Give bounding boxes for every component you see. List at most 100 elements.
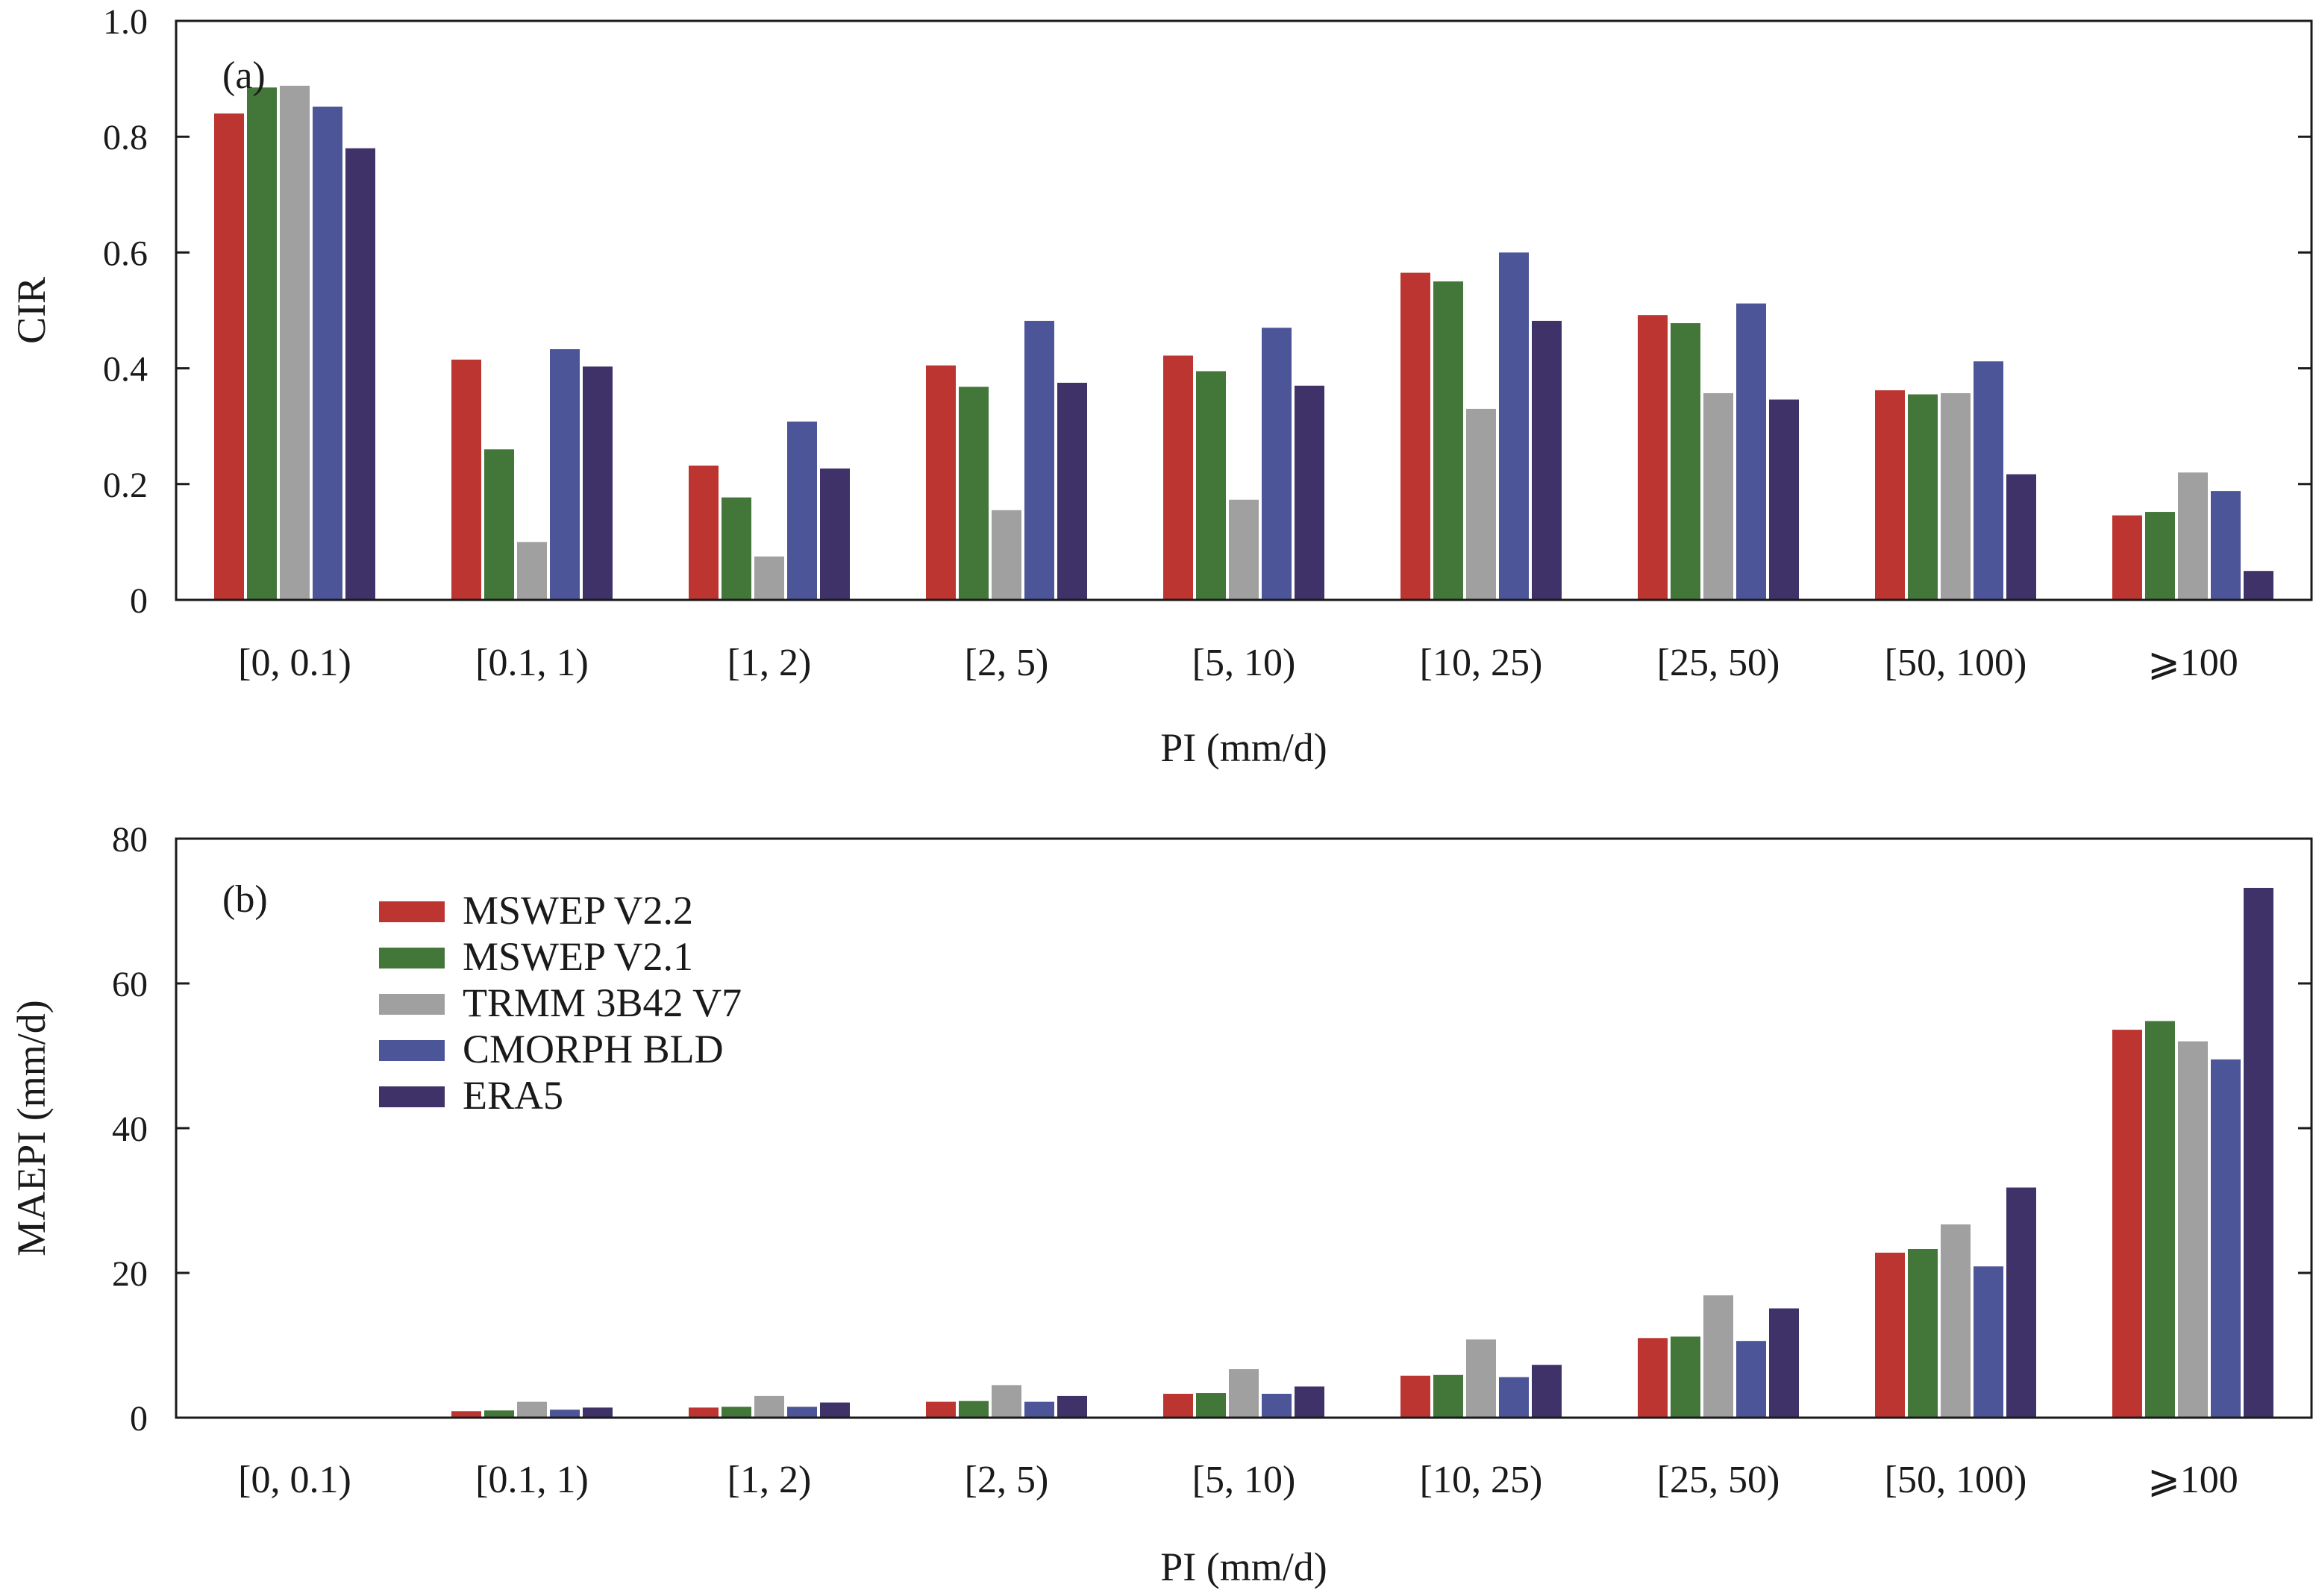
bar-cmorph-bld-9 — [2211, 1059, 2241, 1418]
y-tick-label: 20 — [112, 1254, 148, 1294]
panel-a-cir-chart: 0 0.2 0.4 0.6 0.8 1.0 [0, 0.1) [0.1, 1) [1, 2) [2… — [9, 2, 2313, 770]
bar-trmm-3b42-v7-9 — [2178, 1041, 2208, 1418]
bar-mswep-v2-2-5 — [1163, 1393, 1193, 1418]
bar-era5-4 — [1057, 383, 1087, 600]
legend-swatch-mswep-v2-1 — [379, 948, 445, 968]
bar-era5-7 — [1769, 1308, 1799, 1418]
bar-mswep-v2-1-8 — [1908, 1248, 1938, 1418]
bar-cmorph-bld-9 — [2211, 491, 2241, 600]
bar-trmm-3b42-v7-2 — [517, 542, 547, 600]
bar-era5-1 — [345, 148, 375, 601]
bar-trmm-3b42-v7-6 — [1466, 1339, 1496, 1418]
bar-era5-2 — [583, 1407, 613, 1418]
bar-mswep-v2-2-3 — [689, 465, 719, 600]
x-axis-label: PI (mm/d) — [1160, 1545, 1327, 1589]
bar-mswep-v2-1-1 — [247, 87, 277, 601]
bar-trmm-3b42-v7-5 — [1229, 499, 1259, 600]
x-tick-label: [50, 100) — [1885, 642, 2027, 684]
bar-mswep-v2-2-7 — [1638, 315, 1668, 600]
bar-era5-8 — [2006, 474, 2036, 600]
bar-mswep-v2-2-4 — [926, 365, 956, 600]
bar-mswep-v2-1-5 — [1196, 371, 1226, 600]
y-tick-label: 0.4 — [103, 350, 148, 389]
bar-cmorph-bld-4 — [1024, 1401, 1054, 1418]
y-tick-label: 1.0 — [103, 2, 148, 42]
bar-trmm-3b42-v7-6 — [1466, 408, 1496, 600]
y-tick-label: 0.6 — [103, 234, 148, 273]
bar-era5-5 — [1295, 1386, 1324, 1418]
x-tick-label: [50, 100) — [1885, 1459, 2027, 1501]
y-axis-label: CIR — [9, 277, 54, 344]
bar-mswep-v2-1-6 — [1433, 1374, 1463, 1418]
y-tick-label: 80 — [112, 820, 148, 860]
x-tick-label: [10, 25) — [1420, 1459, 1543, 1501]
x-tick-label: ⩾100 — [2147, 642, 2238, 684]
bar-era5-4 — [1057, 1395, 1087, 1418]
bar-mswep-v2-1-7 — [1671, 323, 1700, 600]
legend-label: CMORPH BLD — [463, 1027, 724, 1071]
bar-cmorph-bld-2 — [550, 348, 580, 600]
legend-label: ERA5 — [463, 1073, 563, 1118]
y-tick-label: 0.2 — [103, 466, 148, 505]
bar-trmm-3b42-v7-5 — [1229, 1369, 1259, 1418]
bar-mswep-v2-1-9 — [2145, 1021, 2175, 1418]
bar-cmorph-bld-4 — [1024, 320, 1054, 600]
x-tick-label: [5, 10) — [1192, 642, 1296, 684]
x-tick-label: [2, 5) — [965, 1459, 1049, 1501]
bar-mswep-v2-1-3 — [722, 1406, 751, 1418]
bar-mswep-v2-2-6 — [1400, 272, 1430, 600]
bar-mswep-v2-2-9 — [2112, 515, 2142, 600]
bar-era5-9 — [2244, 887, 2273, 1418]
bar-era5-2 — [583, 366, 613, 600]
y-axis-label: MAEPI (mm/d) — [9, 1000, 54, 1257]
x-tick-label: [0.1, 1) — [475, 642, 589, 684]
bar-trmm-3b42-v7-4 — [992, 1385, 1021, 1418]
bar-cmorph-bld-3 — [787, 421, 817, 600]
bar-era5-9 — [2244, 571, 2273, 600]
bar-trmm-3b42-v7-3 — [754, 1395, 784, 1418]
x-tick-label: [0, 0.1) — [238, 1459, 351, 1501]
x-tick-label: [1, 2) — [727, 1459, 812, 1501]
legend-swatch-cmorph-bld — [379, 1040, 445, 1061]
legend-swatch-trmm-3b42-v7 — [379, 994, 445, 1015]
bar-trmm-3b42-v7-3 — [754, 556, 784, 600]
bar-mswep-v2-2-5 — [1163, 355, 1193, 600]
bar-cmorph-bld-7 — [1736, 303, 1766, 600]
legend-label: MSWEP V2.1 — [463, 934, 693, 979]
bar-era5-8 — [2006, 1187, 2036, 1418]
y-tick-label: 60 — [112, 965, 148, 1004]
bar-era5-3 — [820, 468, 850, 600]
bar-mswep-v2-2-9 — [2112, 1030, 2142, 1418]
bar-cmorph-bld-5 — [1262, 328, 1292, 600]
bar-cmorph-bld-6 — [1499, 1377, 1529, 1418]
bar-mswep-v2-1-4 — [959, 1401, 989, 1418]
bar-mswep-v2-2-6 — [1400, 1375, 1430, 1418]
y-tick-label: 40 — [112, 1110, 148, 1149]
bar-mswep-v2-2-4 — [926, 1401, 956, 1418]
panel-label: (a) — [222, 54, 266, 97]
legend-swatch-mswep-v2-2 — [379, 901, 445, 922]
bar-cmorph-bld-7 — [1736, 1341, 1766, 1418]
bar-mswep-v2-2-2 — [451, 359, 481, 600]
bar-mswep-v2-2-1 — [214, 113, 244, 600]
bar-trmm-3b42-v7-4 — [992, 510, 1021, 600]
legend-label: TRMM 3B42 V7 — [463, 980, 742, 1025]
x-tick-label: [5, 10) — [1192, 1459, 1296, 1501]
legend-swatch-era5 — [379, 1086, 445, 1107]
bar-mswep-v2-1-8 — [1908, 394, 1938, 600]
bar-mswep-v2-1-2 — [484, 449, 514, 600]
bar-era5-5 — [1295, 385, 1324, 600]
bar-cmorph-bld-8 — [1974, 361, 2003, 600]
bar-mswep-v2-2-3 — [689, 1407, 719, 1418]
bar-cmorph-bld-6 — [1499, 252, 1529, 600]
bar-cmorph-bld-5 — [1262, 1393, 1292, 1418]
bar-trmm-3b42-v7-8 — [1941, 392, 1971, 600]
x-tick-label: [0, 0.1) — [238, 642, 351, 684]
bar-mswep-v2-1-4 — [959, 387, 989, 600]
bar-era5-7 — [1769, 399, 1799, 600]
x-tick-label: [25, 50) — [1657, 1459, 1780, 1501]
y-tick-label: 0 — [130, 1399, 148, 1439]
panel-label: (b) — [222, 878, 268, 921]
x-tick-label: [10, 25) — [1420, 642, 1543, 684]
